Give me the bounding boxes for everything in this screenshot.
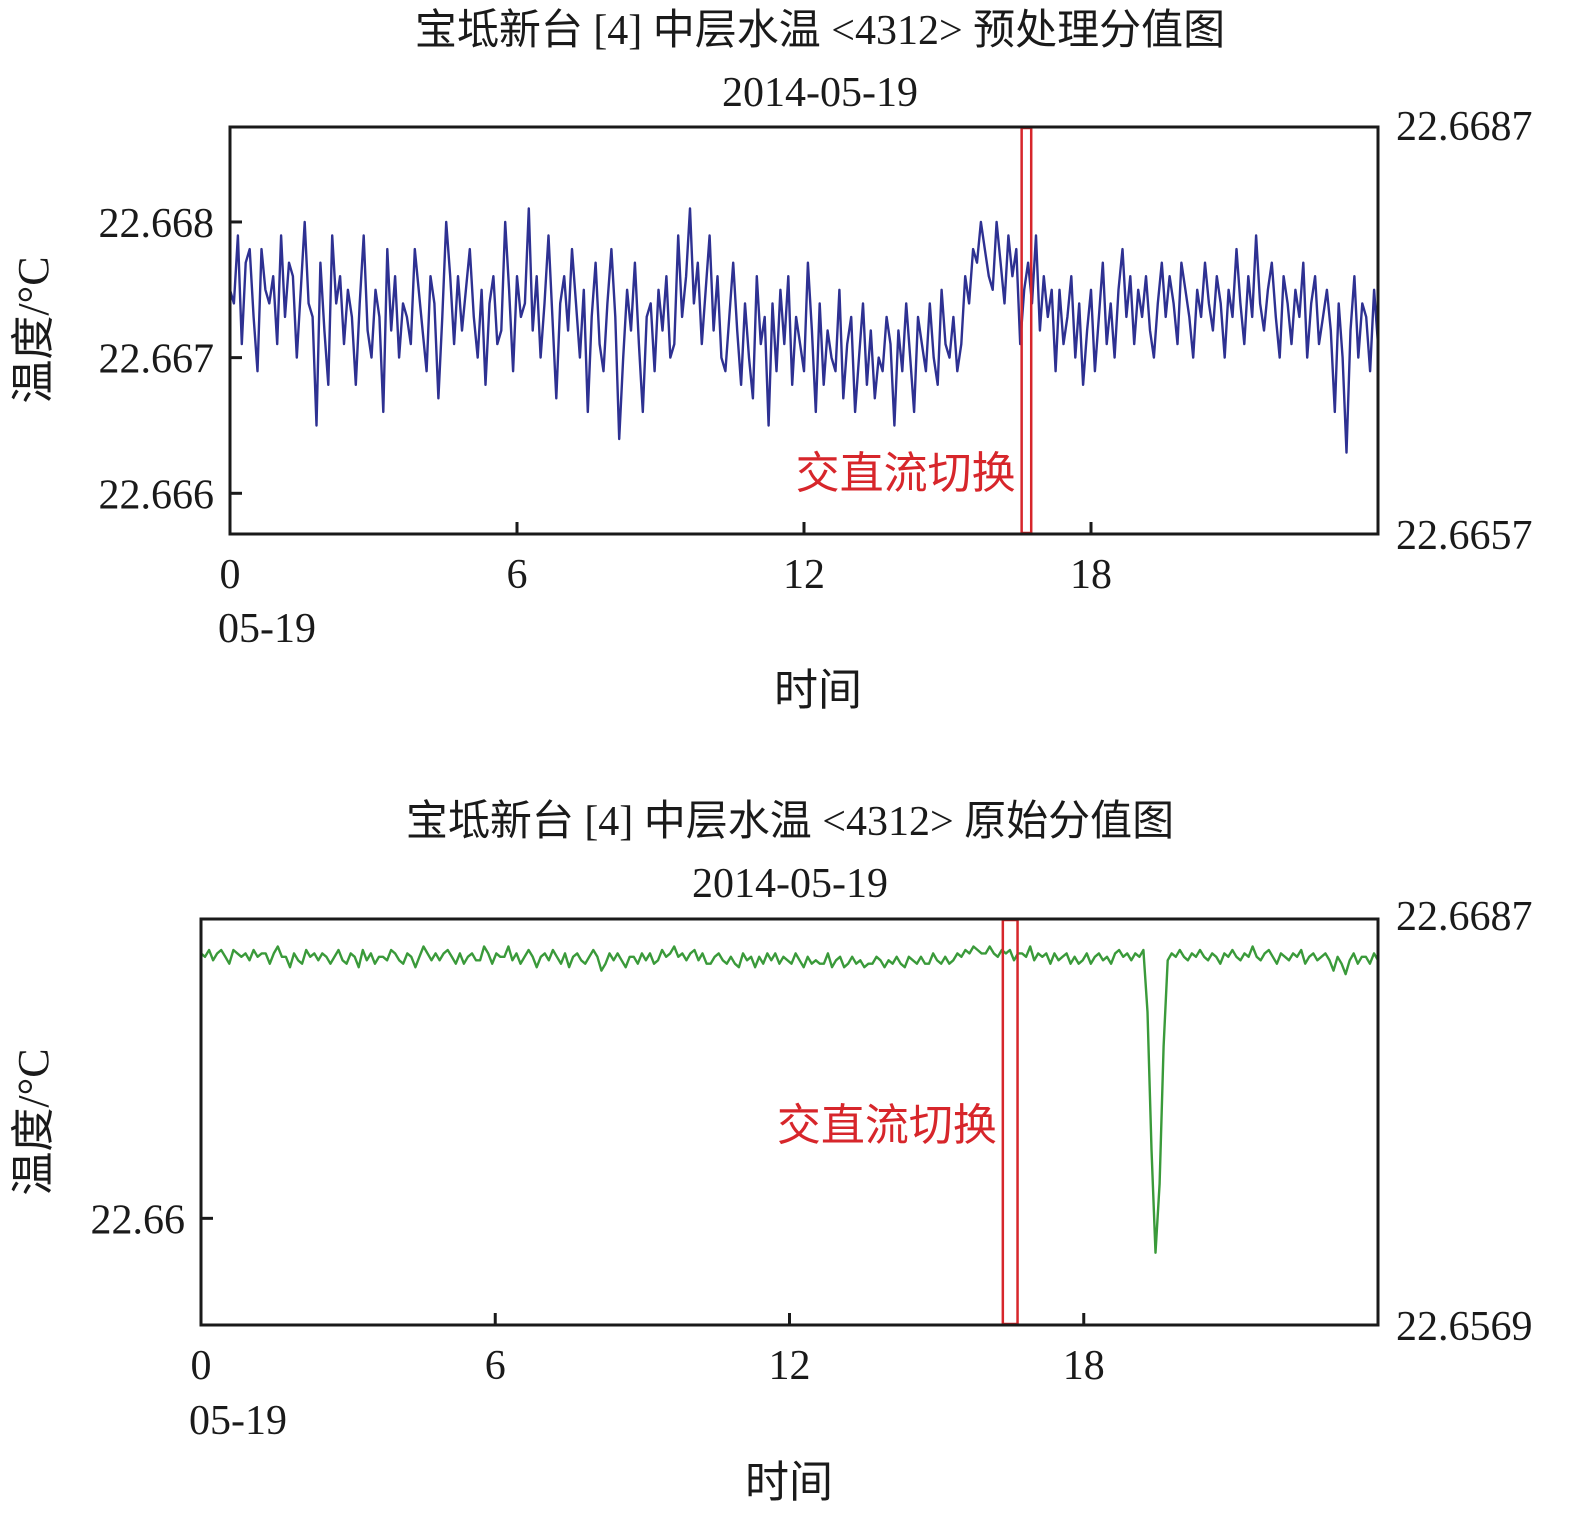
series-layer bbox=[228, 207, 1380, 454]
y-range-bottom-label: 22.6657 bbox=[1396, 513, 1533, 559]
series-layer bbox=[200, 945, 1380, 1254]
x-date-label: 05-19 bbox=[189, 1398, 287, 1444]
chart-preprocessed: 宝坻新台 [4] 中层水温 <4312> 预处理分值图 2014-05-19 交… bbox=[9, 7, 1533, 715]
x-tick-label: 12 bbox=[783, 552, 825, 598]
x-tick-label: 0 bbox=[220, 552, 241, 598]
x-axis: 0 6 12 18 bbox=[220, 522, 1112, 598]
y-range-top-label: 22.6687 bbox=[1396, 104, 1533, 150]
y-axis: 22.666 22.667 22.668 bbox=[99, 201, 242, 518]
chart-title: 宝坻新台 [4] 中层水温 <4312> 预处理分值图 bbox=[415, 7, 1225, 54]
y-axis-title: 温度/°C bbox=[9, 1048, 58, 1195]
y-axis: 22.66 bbox=[91, 1197, 213, 1243]
annotation-layer: 交直流切换 bbox=[777, 918, 1019, 1326]
y-axis-title: 温度/°C bbox=[9, 256, 58, 403]
switch-marker-box bbox=[1001, 918, 1019, 1326]
x-axis-title: 时间 bbox=[745, 1458, 833, 1507]
y-tick-label: 22.666 bbox=[99, 472, 215, 518]
series-line-0 bbox=[228, 207, 1380, 454]
chart-title: 宝坻新台 [4] 中层水温 <4312> 原始分值图 bbox=[406, 798, 1174, 845]
switch-annotation-label: 交直流切换 bbox=[796, 449, 1016, 498]
y-tick-label: 22.66 bbox=[91, 1197, 186, 1243]
x-tick-label: 6 bbox=[485, 1343, 506, 1389]
series-line-0 bbox=[200, 945, 1380, 1254]
chart-raw: 宝坻新台 [4] 中层水温 <4312> 原始分值图 2014-05-19 交直… bbox=[9, 798, 1533, 1507]
y-range-top-label: 22.6687 bbox=[1396, 894, 1533, 940]
x-tick-label: 18 bbox=[1063, 1343, 1105, 1389]
x-axis-title: 时间 bbox=[774, 666, 862, 715]
x-tick-label: 6 bbox=[507, 552, 528, 598]
switch-annotation-label: 交直流切换 bbox=[777, 1101, 997, 1150]
x-tick-label: 18 bbox=[1070, 552, 1112, 598]
y-tick-label: 22.668 bbox=[99, 201, 215, 247]
x-date-label: 05-19 bbox=[218, 606, 316, 652]
annotation-layer: 交直流切换 bbox=[796, 126, 1033, 535]
y-tick-label: 22.667 bbox=[99, 337, 215, 383]
x-axis: 0 6 12 18 bbox=[191, 1313, 1105, 1389]
x-tick-label: 12 bbox=[769, 1343, 811, 1389]
x-tick-label: 0 bbox=[191, 1343, 212, 1389]
chart-subtitle: 2014-05-19 bbox=[722, 70, 918, 116]
chart-subtitle: 2014-05-19 bbox=[692, 861, 888, 907]
switch-marker-box bbox=[1020, 126, 1033, 535]
y-range-bottom-label: 22.6569 bbox=[1396, 1304, 1533, 1350]
